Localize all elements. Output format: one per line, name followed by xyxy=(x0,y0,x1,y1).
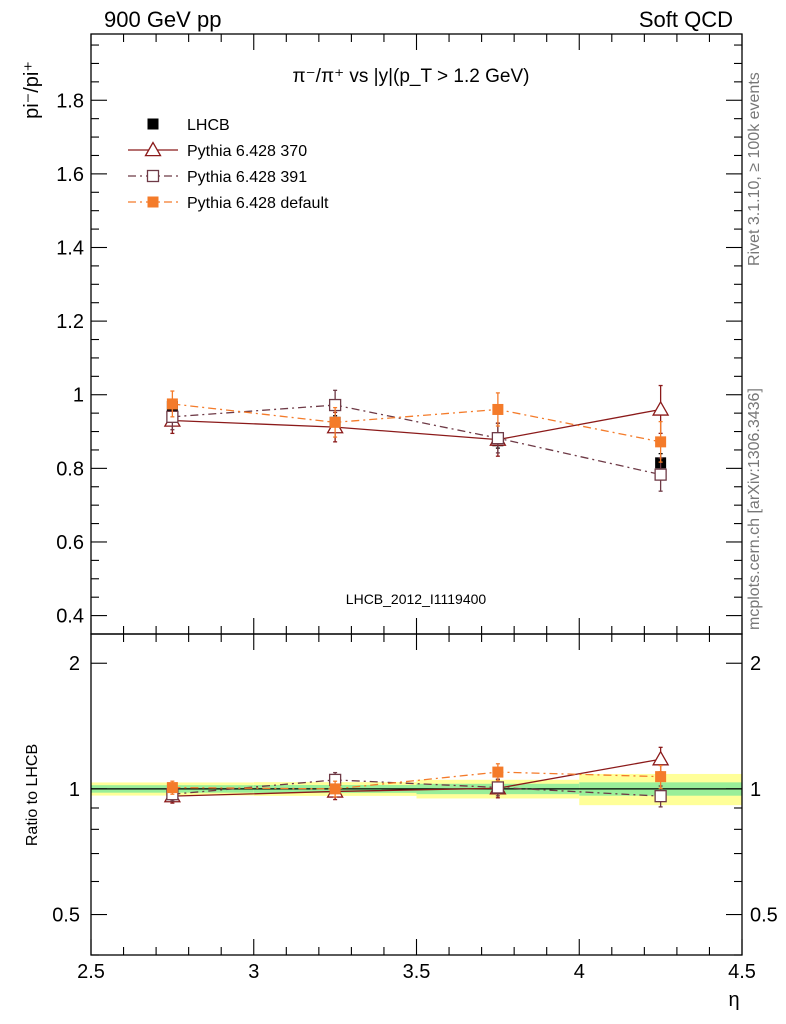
ratio-axis-label: Ratio to LHCB xyxy=(24,744,41,846)
series-pythia-6-428-391 xyxy=(166,389,667,492)
ratio-point-pythia-6-428-default-3 xyxy=(492,766,504,778)
ratio-point-pythia-6-428-370-4 xyxy=(652,750,670,766)
main-series xyxy=(163,384,670,492)
line-pythia-6-428-391 xyxy=(172,404,661,476)
y-tick-label: 1 xyxy=(73,385,84,407)
y-tick-label: 0.6 xyxy=(56,532,84,554)
ratio-point-pythia-6-428-default-2 xyxy=(329,783,341,795)
y-axis-label: pi⁻/pi⁺ xyxy=(21,61,43,119)
ratio-tick-label-right: 1 xyxy=(750,779,761,801)
legend-label-lhcb: LHCB xyxy=(187,117,230,134)
x-tick-label: 4.5 xyxy=(728,961,756,983)
header-left: 900 GeV pp xyxy=(104,7,222,32)
ratio-point-pythia-6-428-391-3 xyxy=(491,781,505,794)
legend-label-pythia-6-428-default: Pythia 6.428 default xyxy=(187,195,329,212)
legend-marker-pythia-6-428-default xyxy=(147,196,159,208)
y-tick-label: 1.4 xyxy=(56,237,84,259)
point-pythia-6-428-default-2 xyxy=(329,416,341,428)
legend-marker-pythia-6-428-370 xyxy=(144,141,162,157)
x-tick-label: 2.5 xyxy=(77,961,105,983)
tick-labels: 2.5 3 3.5 4 4.5 0.4 0.6 0.8 1 1.2 1.4 1.6 1.8 0.5 0.5 1… xyxy=(52,90,778,983)
legend-label-pythia-6-428-370: Pythia 6.428 370 xyxy=(187,143,307,160)
ratio-line-pythia-6-428-370 xyxy=(172,758,661,797)
ratio-tick-label-left: 0.5 xyxy=(52,905,80,927)
x-tick-label: 3.5 xyxy=(403,961,431,983)
ratio-point-pythia-6-428-391-4 xyxy=(654,790,667,803)
y-tick-label: 1.6 xyxy=(56,164,84,186)
point-pythia-6-428-default-3 xyxy=(492,403,504,415)
line-pythia-6-428-370 xyxy=(172,408,661,441)
series-pythia-6-428-370 xyxy=(163,384,670,457)
y-tick-label: 1.2 xyxy=(56,311,84,333)
ratio-tick-label-right: 0.5 xyxy=(750,905,778,927)
point-pythia-6-428-391-3 xyxy=(491,432,505,445)
ratio-tick-label-left: 2 xyxy=(69,653,80,675)
rivet-label: Rivet 3.1.10, ≥ 100k events xyxy=(746,72,763,266)
point-pythia-6-428-370-4 xyxy=(652,400,670,416)
x-tick-label: 3 xyxy=(248,961,259,983)
header-right: Soft QCD xyxy=(638,7,733,32)
chart-text: π⁻/π⁺ vs |y|(p_T > 1.2 GeV) LHCB_2012_I11… xyxy=(21,61,740,1011)
legend-item-pythia-6-428-370: Pythia 6.428 370 xyxy=(128,141,307,160)
ratio-series xyxy=(163,746,670,808)
point-pythia-6-428-391-4 xyxy=(654,468,667,481)
ratio-series-pythia-6-428-default xyxy=(166,763,667,798)
legend: LHCB Pythia 6.428 370 Pythia 6.428 391 Pyth… xyxy=(128,117,329,212)
legend-marker-pythia-6-428-391 xyxy=(146,169,160,183)
legend-marker-lhcb xyxy=(147,118,159,130)
legend-item-pythia-6-428-391: Pythia 6.428 391 xyxy=(128,169,307,186)
point-pythia-6-428-default-1 xyxy=(166,398,178,410)
ratio-point-pythia-6-428-default-4 xyxy=(655,771,667,783)
legend-label-pythia-6-428-391: Pythia 6.428 391 xyxy=(187,169,307,186)
watermark-label: LHCB_2012_I1119400 xyxy=(346,591,487,607)
x-axis-label: η xyxy=(728,989,739,1011)
chart-title: π⁻/π⁺ vs |y|(p_T > 1.2 GeV) xyxy=(293,66,530,87)
y-tick-label: 1.8 xyxy=(56,90,84,112)
legend-item-pythia-6-428-default: Pythia 6.428 default xyxy=(128,195,329,212)
source-label: mcplots.cern.ch [arXiv:1306.3436] xyxy=(746,388,763,630)
axes xyxy=(90,33,743,956)
ratio-tick-label-left: 1 xyxy=(69,779,80,801)
y-tick-label: 0.8 xyxy=(56,458,84,480)
x-tick-label: 4 xyxy=(574,961,585,983)
ratio-point-pythia-6-428-default-1 xyxy=(166,782,178,794)
series-lhcb xyxy=(166,398,667,473)
ratio-tick-label-right: 2 xyxy=(750,653,761,675)
y-tick-label: 0.4 xyxy=(56,606,84,628)
series-pythia-6-428-default xyxy=(166,390,667,463)
legend-item-lhcb: LHCB xyxy=(147,117,230,134)
point-pythia-6-428-default-4 xyxy=(655,436,667,448)
